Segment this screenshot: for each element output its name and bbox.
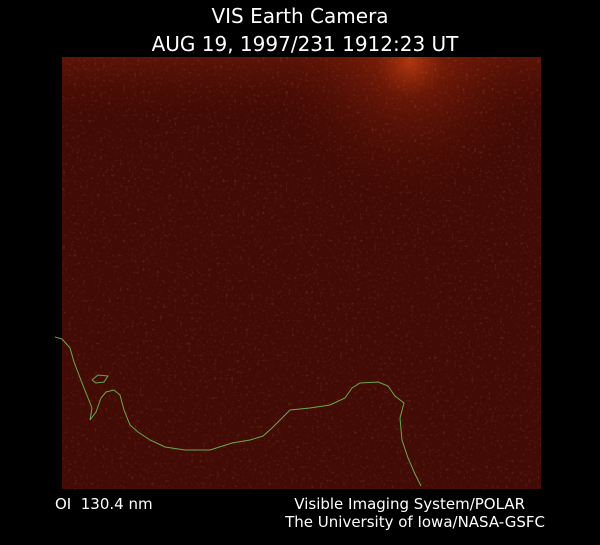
credit-line-2: The University of Iowa/NASA-GSFC — [284, 513, 545, 531]
credit-line-1: Visible Imaging System/POLAR — [294, 495, 525, 513]
coastline — [54, 336, 422, 487]
filter-label: OI 130.4 nm — [55, 495, 153, 513]
camera-image — [62, 57, 541, 489]
image-noise — [62, 57, 541, 489]
timestamp: AUG 19, 1997/231 1912:23 UT — [152, 32, 460, 56]
title: VIS Earth Camera — [211, 4, 388, 28]
coastline-island — [91, 374, 109, 384]
